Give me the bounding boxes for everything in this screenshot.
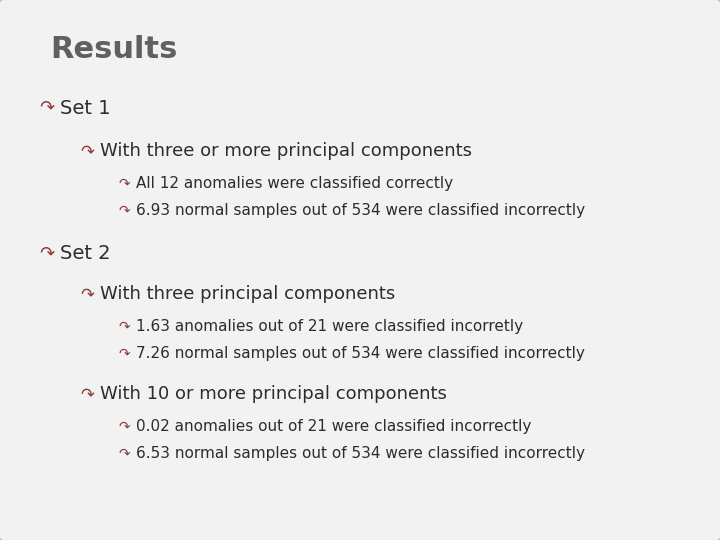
Text: ↷: ↷ xyxy=(81,385,94,403)
Text: Set 1: Set 1 xyxy=(60,98,111,118)
Text: ↷: ↷ xyxy=(119,177,130,191)
Text: ↷: ↷ xyxy=(119,447,130,461)
Text: All 12 anomalies were classified correctly: All 12 anomalies were classified correct… xyxy=(136,176,453,191)
Text: ↷: ↷ xyxy=(81,142,94,160)
Text: 6.93 normal samples out of 534 were classified incorrectly: 6.93 normal samples out of 534 were clas… xyxy=(136,203,585,218)
Text: With three principal components: With three principal components xyxy=(100,285,395,303)
Text: ↷: ↷ xyxy=(40,99,55,117)
Text: 1.63 anomalies out of 21 were classified incorretly: 1.63 anomalies out of 21 were classified… xyxy=(136,319,523,334)
Text: ↷: ↷ xyxy=(40,245,55,263)
Text: 6.53 normal samples out of 534 were classified incorrectly: 6.53 normal samples out of 534 were clas… xyxy=(136,446,585,461)
Text: Set 2: Set 2 xyxy=(60,244,111,264)
Text: ↷: ↷ xyxy=(119,204,130,218)
Text: Results: Results xyxy=(50,35,178,64)
Text: ↷: ↷ xyxy=(119,347,130,361)
Text: With three or more principal components: With three or more principal components xyxy=(100,142,472,160)
Text: ↷: ↷ xyxy=(119,420,130,434)
Text: With 10 or more principal components: With 10 or more principal components xyxy=(100,385,447,403)
Text: 0.02 anomalies out of 21 were classified incorrectly: 0.02 anomalies out of 21 were classified… xyxy=(136,419,531,434)
Text: ↷: ↷ xyxy=(81,285,94,303)
Text: 7.26 normal samples out of 534 were classified incorrectly: 7.26 normal samples out of 534 were clas… xyxy=(136,346,585,361)
Text: ↷: ↷ xyxy=(119,320,130,334)
